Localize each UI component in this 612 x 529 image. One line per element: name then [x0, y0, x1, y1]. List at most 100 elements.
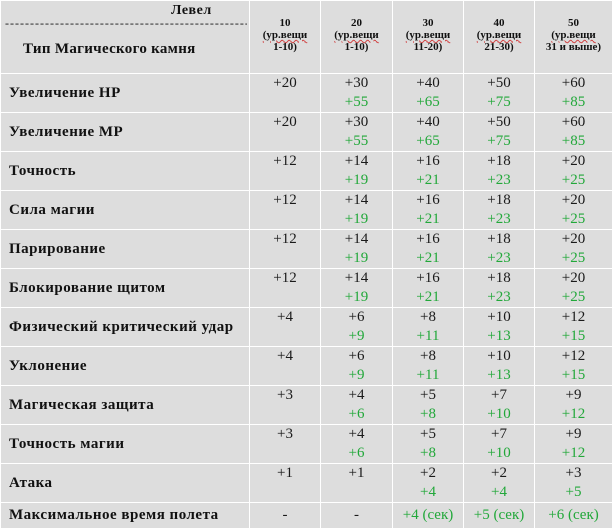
- value-cell: +8+11: [393, 347, 464, 386]
- value-cell: +9+12: [535, 386, 612, 425]
- value-cell: +14+19: [321, 230, 393, 269]
- value-cell: +30+55: [321, 113, 393, 152]
- value-cell: +20+25: [535, 230, 612, 269]
- base-value: +4: [321, 426, 392, 445]
- base-value: +4: [321, 387, 392, 406]
- bonus-value: +13: [464, 328, 534, 345]
- table-row: Атака+1+1+2+4+2+4+3+5: [1, 464, 612, 503]
- value-cell: +2+4: [393, 464, 464, 503]
- value-cell: +4+6: [321, 425, 393, 464]
- base-value: +14: [321, 192, 392, 211]
- bonus-value: +85: [535, 94, 612, 111]
- value-cell: +12: [250, 191, 321, 230]
- bonus-value: +19: [321, 172, 392, 189]
- value-cell: +1: [250, 464, 321, 503]
- bonus-value: +8: [393, 406, 463, 423]
- value-cell: +40+65: [393, 74, 464, 113]
- base-value: +16: [393, 231, 463, 250]
- base-value: +20: [250, 75, 320, 94]
- base-value: +10: [464, 348, 534, 367]
- bonus-value: +21: [393, 289, 463, 306]
- table-row: Сила магии+12+14+19+16+21+18+23+20+25: [1, 191, 612, 230]
- value-cell: -: [250, 503, 321, 529]
- bonus-value: +55: [321, 94, 392, 111]
- bonus-value: +21: [393, 250, 463, 267]
- base-value: +20: [250, 114, 320, 133]
- bonus-value: +9: [321, 328, 392, 345]
- bonus-value: +6 (сек): [548, 507, 599, 523]
- base-value: -: [283, 507, 288, 523]
- base-value: +6: [321, 348, 392, 367]
- base-value: +20: [535, 153, 612, 172]
- value-cell: -: [321, 503, 393, 529]
- value-cell: +4: [250, 347, 321, 386]
- bonus-value: +75: [464, 133, 534, 150]
- value-cell: +60+85: [535, 113, 612, 152]
- table-row: Увеличение HP+20+30+55+40+65+50+75+60+85: [1, 74, 612, 113]
- stone-type-name: Физический критический удар: [1, 308, 250, 347]
- table-row: Максимальное время полета--+4 (сек)+5 (с…: [1, 503, 612, 529]
- header-corner-cell: Левел ----------------------------------…: [1, 1, 250, 74]
- base-value: +3: [250, 426, 320, 445]
- bonus-value: +23: [464, 289, 534, 306]
- base-value: +12: [250, 153, 320, 172]
- base-value: +16: [393, 270, 463, 289]
- base-value: +12: [250, 192, 320, 211]
- bonus-value: +9: [321, 367, 392, 384]
- table-row: Точность+12+14+19+16+21+18+23+20+25: [1, 152, 612, 191]
- base-value: +14: [321, 270, 392, 289]
- value-cell: +3+5: [535, 464, 612, 503]
- base-value: +18: [464, 231, 534, 250]
- value-cell: +6+9: [321, 347, 393, 386]
- base-value: +5: [393, 426, 463, 445]
- value-cell: +12+15: [535, 308, 612, 347]
- value-cell: +16+21: [393, 152, 464, 191]
- value-cell: +4 (сек): [393, 503, 464, 529]
- bonus-value: +65: [393, 94, 463, 111]
- value-cell: +5+8: [393, 425, 464, 464]
- value-cell: +4+6: [321, 386, 393, 425]
- base-value: +16: [393, 192, 463, 211]
- table-row: Парирование+12+14+19+16+21+18+23+20+25: [1, 230, 612, 269]
- value-cell: +9+12: [535, 425, 612, 464]
- base-value: +6: [321, 309, 392, 328]
- base-value: +14: [321, 153, 392, 172]
- bonus-value: +23: [464, 172, 534, 189]
- value-cell: +50+75: [464, 74, 535, 113]
- value-cell: +20+25: [535, 269, 612, 308]
- base-value: +8: [393, 309, 463, 328]
- stone-type-name: Уклонение: [1, 347, 250, 386]
- bonus-value: +19: [321, 289, 392, 306]
- base-value: +3: [535, 465, 612, 484]
- bonus-value: +10: [464, 445, 534, 462]
- value-cell: +16+21: [393, 191, 464, 230]
- value-cell: +7+10: [464, 425, 535, 464]
- table-row: Магическая защита+3+4+6+5+8+7+10+9+12: [1, 386, 612, 425]
- base-value: +20: [535, 270, 612, 289]
- bonus-value: +25: [535, 172, 612, 189]
- base-value: +12: [250, 231, 320, 250]
- base-value: +12: [535, 309, 612, 328]
- value-cell: +6 (сек): [535, 503, 612, 529]
- base-value: +16: [393, 153, 463, 172]
- base-value: +1: [250, 465, 320, 484]
- base-value: +12: [535, 348, 612, 367]
- header-divider-dashes: ----------------------------------------…: [5, 18, 247, 28]
- bonus-value: +21: [393, 211, 463, 228]
- value-cell: +10+13: [464, 347, 535, 386]
- bonus-value: +23: [464, 211, 534, 228]
- base-value: +2: [464, 465, 534, 484]
- bonus-value: +4: [464, 484, 534, 501]
- base-value: +30: [321, 75, 392, 94]
- stone-type-name: Парирование: [1, 230, 250, 269]
- value-cell: +3: [250, 425, 321, 464]
- value-cell: +5 (сек): [464, 503, 535, 529]
- bonus-value: +11: [393, 328, 463, 345]
- bonus-value: +85: [535, 133, 612, 150]
- base-value: +7: [464, 426, 534, 445]
- bonus-value: +11: [393, 367, 463, 384]
- value-cell: +10+13: [464, 308, 535, 347]
